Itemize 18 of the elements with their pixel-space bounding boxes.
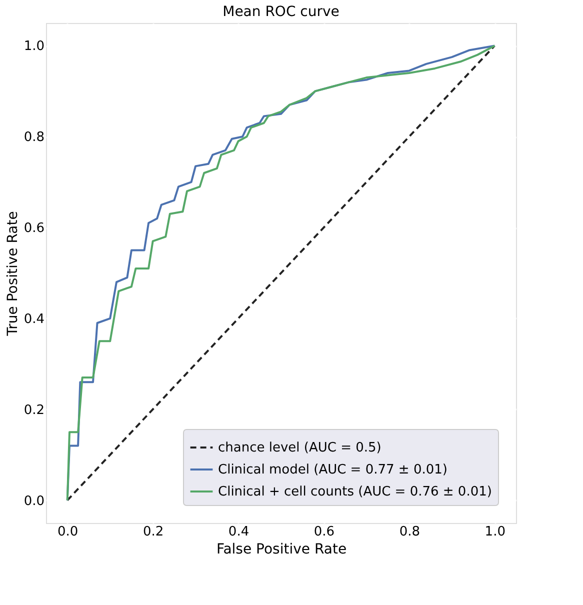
y-tick-label: 0.2 — [24, 402, 44, 418]
x-tick-label: 0.6 — [314, 524, 335, 540]
legend-label: Clinical + cell counts (AUC = 0.76 ± 0.01) — [218, 484, 492, 500]
y-tick-label: 0.6 — [24, 221, 44, 236]
y-tick-label: 0.0 — [24, 494, 44, 509]
y-tick-label: 0.4 — [24, 312, 44, 327]
chart-title: Mean ROC curve — [222, 4, 340, 20]
legend-label: chance level (AUC = 0.5) — [218, 440, 382, 456]
x-axis-title: False Positive Rate — [216, 542, 347, 558]
y-tick-label: 0.8 — [24, 130, 44, 146]
legend-label: Clinical model (AUC = 0.77 ± 0.01) — [218, 462, 448, 478]
x-tick-label: 0.0 — [58, 524, 78, 540]
x-tick-label: 1.0 — [484, 524, 506, 540]
x-tick-label: 0.2 — [142, 524, 164, 540]
y-tick-label: 1.0 — [24, 39, 44, 54]
x-tick-label: 0.8 — [399, 524, 420, 540]
y-axis-title: True Positive Rate — [4, 211, 21, 337]
x-tick-label: 0.4 — [228, 524, 250, 540]
